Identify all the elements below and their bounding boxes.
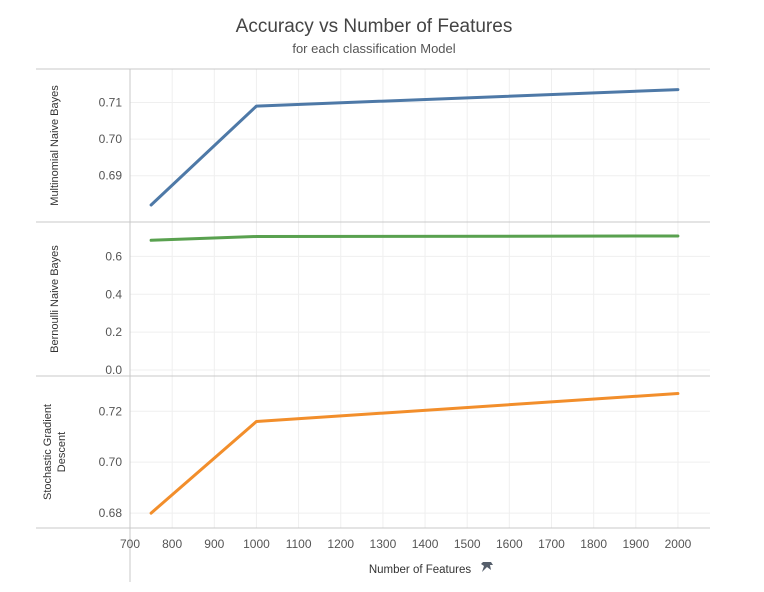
y-tick-label: 0.68 (99, 506, 123, 520)
x-tick-label: 900 (204, 537, 224, 551)
y-tick-label: 0.70 (99, 455, 123, 469)
axis-labels: 700 800 900 1000 1100 1200 1300 1400 1500 1600 170… (42, 85, 692, 551)
series-line-2[interactable] (149, 392, 680, 515)
x-tick-label: 1800 (580, 537, 607, 551)
x-tick-label: 1700 (538, 537, 565, 551)
y-tick-label: 0.70 (99, 132, 123, 146)
y-tick-label: 0.6 (105, 249, 122, 263)
x-tick-label: 1000 (243, 537, 270, 551)
x-tick-label: 2000 (665, 537, 692, 551)
series-line-0[interactable] (149, 88, 680, 207)
chart-subtitle: for each classification Model (292, 41, 455, 56)
x-tick-label: 1500 (454, 537, 481, 551)
y-tick-label: 0.4 (105, 287, 122, 301)
panel-label: Multinomial Naive Bayes (49, 85, 61, 206)
x-tick-label: 800 (162, 537, 182, 551)
y-tick-label: 0.72 (99, 404, 123, 418)
y-tick-label: 0.2 (105, 325, 122, 339)
series-line-1[interactable] (149, 234, 680, 242)
axes (36, 68, 710, 582)
y-tick-label: 0.69 (99, 169, 123, 183)
y-tick-label: 0.71 (99, 95, 123, 109)
x-tick-label: 1400 (412, 537, 439, 551)
y-tick-label: 0.0 (105, 363, 122, 377)
x-tick-label: 1100 (286, 537, 312, 551)
x-tick-label: 1200 (327, 537, 354, 551)
series-lines (149, 88, 680, 515)
pin-icon[interactable] (481, 562, 493, 572)
panel-label: Stochastic Gradient (42, 404, 54, 500)
x-tick-label: 1900 (622, 537, 649, 551)
chart-title: Accuracy vs Number of Features (236, 16, 513, 37)
panel-label: Descent (56, 432, 68, 472)
grid-lines (129, 69, 710, 528)
x-tick-label: 700 (120, 537, 140, 551)
panel-label: Bernoulli Naive Bayes (49, 245, 61, 353)
x-axis-title: Number of Features (369, 564, 472, 576)
x-tick-label: 1300 (370, 537, 397, 551)
x-tick-label: 1600 (496, 537, 523, 551)
